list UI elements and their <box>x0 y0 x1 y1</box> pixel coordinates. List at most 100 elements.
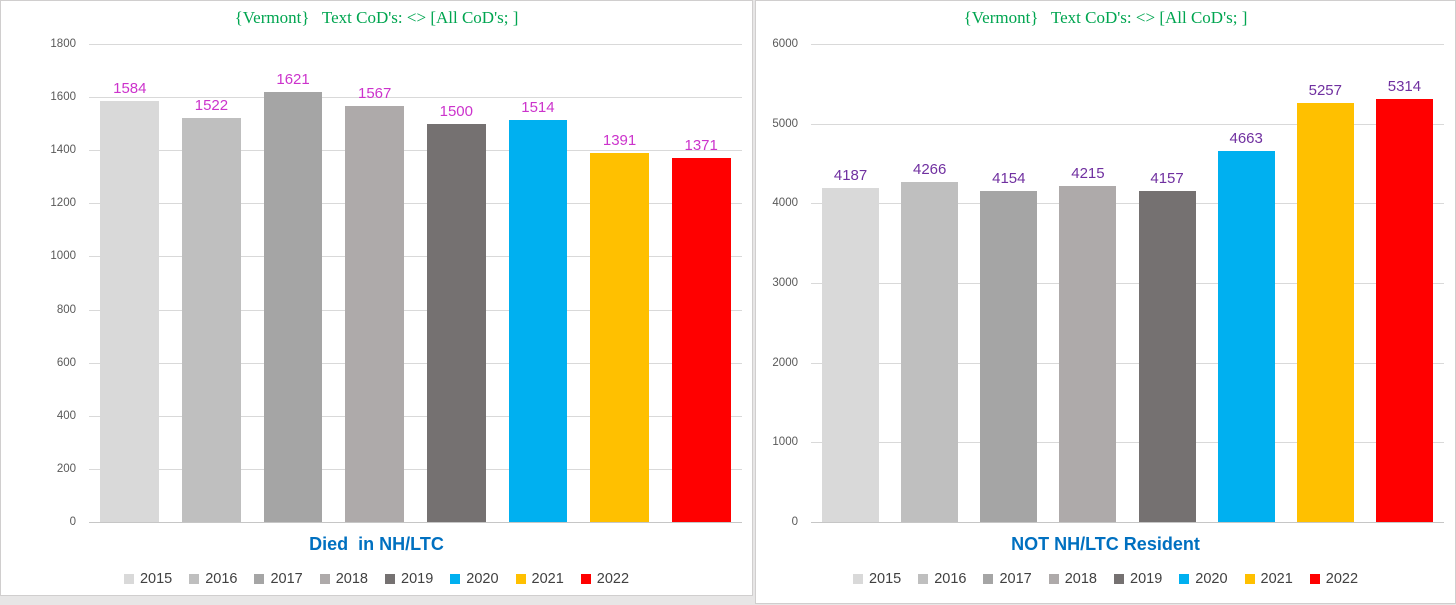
data-label-2020: 1514 <box>521 98 555 116</box>
legend-item-2021: 2021 <box>515 571 564 587</box>
legend-label: 2015 <box>139 571 173 587</box>
legend-item-2016: 2016 <box>918 571 966 587</box>
gridline <box>811 442 1444 444</box>
bar-2021: 5257 <box>1296 82 1354 522</box>
y-tick-label: 1200 <box>50 197 76 210</box>
bar-slot-2019: 1500 <box>416 44 498 522</box>
legend-item-2017: 2017 <box>254 571 303 587</box>
y-tick-label: 0 <box>69 516 76 528</box>
bar-2022: 1371 <box>671 137 731 522</box>
bar-slot-2019: 4157 <box>1128 44 1207 522</box>
gridline <box>811 203 1444 205</box>
data-label-2015: 4187 <box>833 167 868 185</box>
legend-label: 2017 <box>270 571 303 587</box>
legend-label: 2020 <box>1195 571 1228 587</box>
legend-label: 2018 <box>335 571 368 587</box>
x-axis-title: NOT NH/LTC Resident <box>1011 534 1200 554</box>
legend-swatch-icon <box>983 574 994 584</box>
legend-swatch-icon <box>1309 574 1320 584</box>
legend-item-2022: 2022 <box>580 571 630 587</box>
legend-item-2018: 2018 <box>319 571 368 587</box>
bar-slot-2015: 4187 <box>811 44 890 522</box>
y-tick-label: 0 <box>791 516 798 528</box>
gridline <box>89 468 742 470</box>
legend-label: 2020 <box>466 571 499 587</box>
legend-item-2019: 2019 <box>1114 571 1162 587</box>
legend-swatch-icon <box>852 574 863 584</box>
data-label-2017: 1621 <box>276 70 310 88</box>
y-tick-label: 1000 <box>50 250 76 263</box>
legend-swatch-icon <box>450 574 461 584</box>
data-label-2015: 1584 <box>113 80 147 98</box>
y-tick-label: 2000 <box>772 356 798 369</box>
legend-item-2015: 2015 <box>123 571 173 587</box>
legend-swatch-icon <box>918 574 929 584</box>
chart-title: {Vermont} Text CoD's: <> [All CoD's; ] <box>234 8 519 27</box>
bar-2019: 1500 <box>426 103 486 522</box>
gridline <box>89 150 742 152</box>
legend-label: 2018 <box>1064 571 1097 587</box>
bar-2022: 5314 <box>1375 78 1433 522</box>
legend-item-2022: 2022 <box>1309 571 1359 587</box>
legend: 2015 2016 2017 2018 2019 2020 2021 2022 <box>1 571 752 587</box>
gridline <box>811 283 1444 284</box>
bar-2015: 4187 <box>822 167 880 522</box>
legend-label: 2019 <box>1130 571 1163 587</box>
legend-swatch-icon <box>1114 574 1124 584</box>
gridline <box>89 415 742 417</box>
legend-swatch-icon <box>385 574 395 584</box>
y-tick-label: 3000 <box>772 277 798 289</box>
bar-2017: 4154 <box>980 170 1038 522</box>
bar-slot-2017: 4154 <box>969 44 1048 522</box>
y-tick-label: 400 <box>56 409 76 422</box>
gridline <box>89 256 742 258</box>
y-tick-label: 600 <box>56 356 76 369</box>
bar-2017: 1621 <box>263 71 323 522</box>
legend-item-2020: 2020 <box>1179 571 1228 587</box>
y-tick-label: 800 <box>56 303 76 316</box>
bar-2020: 1514 <box>508 99 568 522</box>
data-label-2022: 5314 <box>1387 77 1422 95</box>
gridline <box>811 123 1444 125</box>
legend-swatch-icon <box>1244 574 1255 584</box>
legend-label: 2017 <box>999 571 1032 587</box>
legend-label: 2016 <box>934 571 967 587</box>
bar-slot-2022: 1371 <box>660 44 742 522</box>
x-axis-line <box>811 522 1444 523</box>
bar-2018: 1567 <box>345 85 405 522</box>
legend-swatch-icon <box>319 574 330 584</box>
gridline <box>89 203 742 205</box>
bars-container: 1584 1522 1621 1567 1500 1514 1391 1371 <box>89 44 742 522</box>
data-label-2020: 4663 <box>1229 129 1263 147</box>
bar-slot-2018: 4215 <box>1048 44 1127 522</box>
bar-2020: 4663 <box>1217 130 1275 522</box>
chart-panel-died-in-nhltc[interactable]: {Vermont} Text CoD's: <> [All CoD's; ] 1… <box>0 0 753 596</box>
bar-slot-2020: 4663 <box>1207 44 1286 522</box>
y-tick-label: 5000 <box>772 117 798 130</box>
legend-item-2021: 2021 <box>1244 571 1293 587</box>
x-axis-line <box>89 522 742 523</box>
legend-label: 2021 <box>531 571 564 587</box>
gridline <box>811 44 1444 45</box>
bars-container: 4187 4266 4154 4215 4157 4663 5257 5314 <box>811 44 1444 522</box>
legend-label: 2022 <box>596 571 630 587</box>
bar-2016: 1522 <box>182 97 241 522</box>
data-label-2019: 1500 <box>439 102 473 120</box>
bar-slot-2016: 1522 <box>171 44 253 522</box>
legend-label: 2021 <box>1260 571 1293 587</box>
chart-panel-not-nhltc-resident[interactable]: {Vermont} Text CoD's: <> [All CoD's; ] 4… <box>755 0 1456 604</box>
bar-slot-2022: 5314 <box>1365 44 1444 522</box>
legend-label: 2022 <box>1325 571 1359 587</box>
bar-2021: 1391 <box>590 132 649 522</box>
data-label-2019: 4157 <box>1150 169 1184 187</box>
y-tick-label: 1400 <box>50 144 76 157</box>
plot-area: 4187 4266 4154 4215 4157 4663 5257 5314 0 1000 20… <box>772 38 1444 528</box>
legend-label: 2016 <box>205 571 238 587</box>
bar-slot-2017: 1621 <box>252 44 334 522</box>
legend-swatch-icon <box>254 574 265 584</box>
legend-swatch-icon <box>189 574 200 584</box>
y-tick-label: 6000 <box>772 38 798 50</box>
legend-item-2017: 2017 <box>983 571 1032 587</box>
plot-area: 1584 1522 1621 1567 1500 1514 1391 1371 0 200 400… <box>50 38 742 528</box>
